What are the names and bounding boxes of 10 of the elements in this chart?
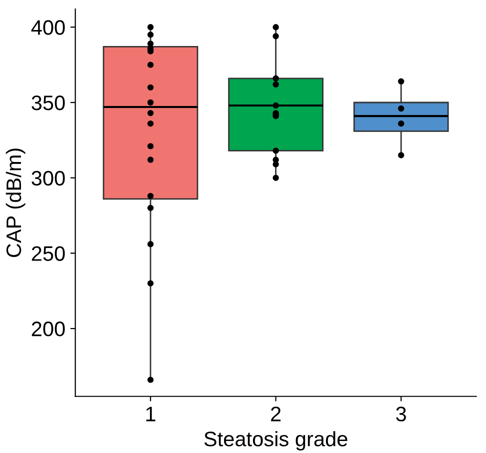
y-tick-label: 400: [31, 20, 65, 35]
y-tick-label: 350: [32, 96, 65, 110]
y-axis-title: CAP (dB/m): [6, 148, 26, 258]
x-tick-label: 3: [396, 406, 406, 422]
x-tick-label: 1: [146, 406, 156, 422]
y-tick-label: 250: [32, 246, 65, 261]
y-tick-label: 200: [32, 322, 65, 336]
y-tick-label: 300: [32, 170, 65, 186]
x-axis-title: Steatosis grade: [204, 431, 348, 450]
x-tick-label: 2: [271, 406, 281, 422]
